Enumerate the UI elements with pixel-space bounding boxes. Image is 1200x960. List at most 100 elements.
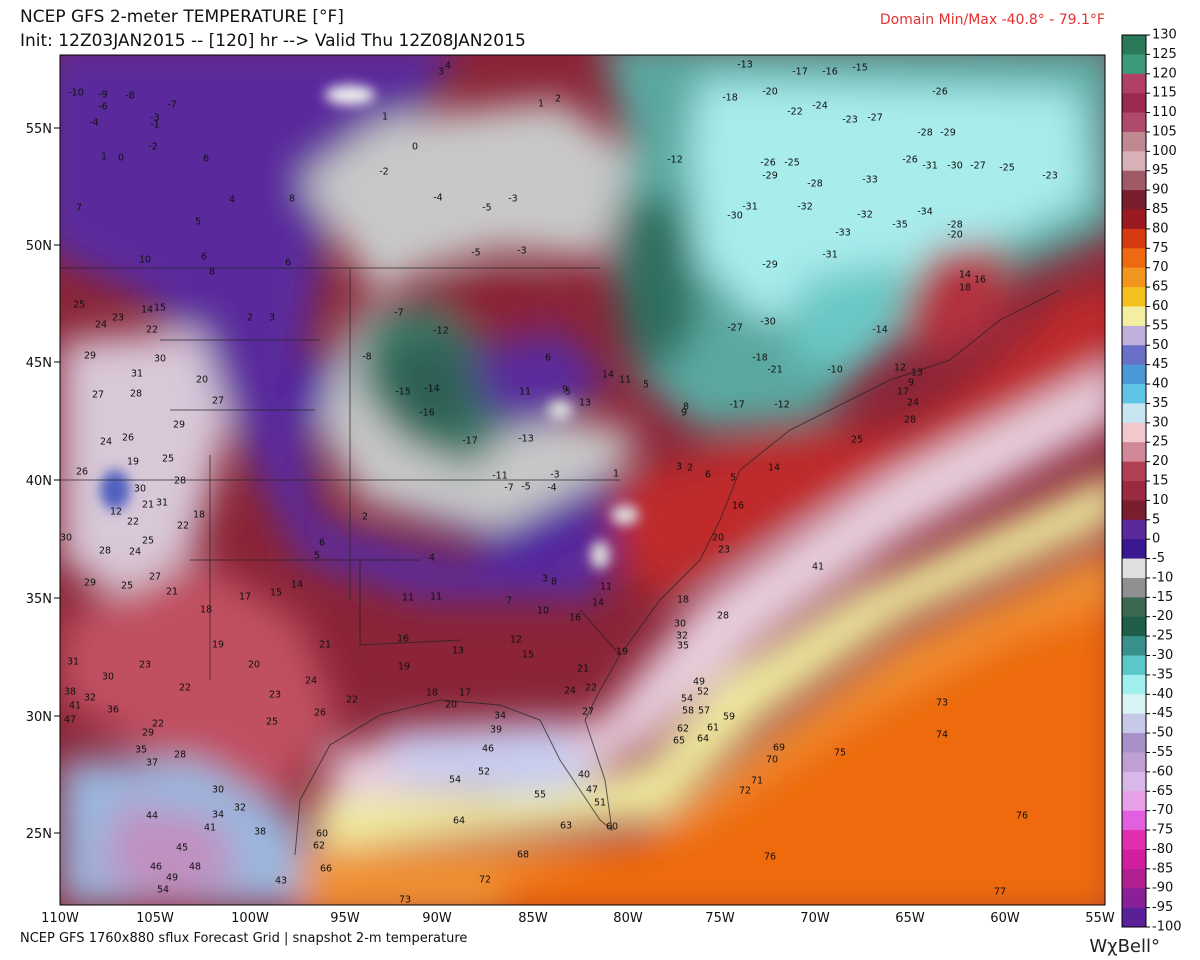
temp-label: 23 (139, 660, 151, 671)
colorbar-label: 105 (1152, 124, 1177, 139)
temp-label: 14 (768, 463, 780, 474)
temp-label: -27 (727, 323, 743, 334)
temp-label: 59 (723, 712, 735, 723)
colorbar-band (1122, 267, 1146, 288)
colorbar-band (1122, 849, 1146, 870)
temp-label: 72 (479, 875, 491, 886)
temp-label: 74 (936, 730, 948, 741)
temp-label: 69 (773, 743, 785, 754)
lat-label: 30N (26, 710, 52, 725)
temp-label: 28 (717, 611, 729, 622)
temp-label: -27 (867, 113, 883, 124)
temp-label: 49 (166, 873, 178, 884)
colorbar-label: 65 (1152, 280, 1169, 295)
temp-label: 2 (362, 512, 368, 523)
colorbar-band (1122, 674, 1146, 695)
colorbar-band (1122, 364, 1146, 385)
colorbar-band (1122, 771, 1146, 792)
temp-label: 27 (582, 707, 594, 718)
temp-label: 12 (894, 363, 906, 374)
temp-label: 16 (569, 613, 581, 624)
colorbar-label: -35 (1152, 667, 1173, 682)
map-field (60, 55, 1105, 905)
temp-label: 11 (600, 582, 612, 593)
temp-label: -17 (462, 436, 478, 447)
colorbar-label: 55 (1152, 318, 1169, 333)
colorbar-band (1122, 636, 1146, 657)
colorbar-band (1122, 500, 1146, 521)
temp-label: -20 (762, 87, 778, 98)
temp-label: 22 (152, 719, 164, 730)
temp-label: -16 (822, 67, 838, 78)
temp-label: 25 (266, 717, 278, 728)
colorbar-band (1122, 888, 1146, 909)
temp-label: -34 (917, 207, 933, 218)
temp-label: 76 (764, 852, 776, 863)
temp-label: -10 (827, 365, 843, 376)
colorbar-band (1122, 209, 1146, 230)
colorbar-band (1122, 752, 1146, 773)
temp-label: -8 (362, 352, 371, 363)
colorbar-band (1122, 54, 1146, 75)
temp-label: 4 (429, 553, 435, 564)
colorbar-band (1122, 442, 1146, 463)
temp-label: 63 (560, 821, 572, 832)
axes: 110W 105W 100W 95W 90W 85W 80W 75W 70W 65W 60W 55W 5… (26, 122, 1115, 926)
temperature-labels: -13-17 -16 -15-18-20-22-24-26-23 -27-28 -29-… (60, 60, 1058, 906)
colorbar-label: -45 (1152, 706, 1173, 721)
lat-label: 55N (26, 122, 52, 137)
colorbar-label: -95 (1152, 900, 1173, 915)
init-line: Init: 12Z03JAN2015 -- [120] hr --> Valid… (20, 31, 526, 51)
temp-label: 14 (592, 598, 604, 609)
lon-label: 55W (1085, 911, 1115, 926)
temp-label: 39 (490, 725, 502, 736)
temp-label: 12 (510, 635, 522, 646)
temp-label: -17 (792, 67, 808, 78)
temp-label: 10 (139, 255, 151, 266)
colorbar-band (1122, 577, 1146, 598)
temp-label: -32 (797, 202, 813, 213)
temp-label: 13 (911, 368, 923, 379)
temp-label: 47 (586, 785, 598, 796)
temp-label: 19 (616, 647, 628, 658)
temp-label: 68 (517, 850, 529, 861)
temp-label: 5 (643, 380, 649, 391)
colorbar-band (1122, 384, 1146, 404)
temp-label: -30 (760, 317, 776, 328)
temp-label: 26 (76, 467, 88, 478)
lat-label: 50N (26, 239, 52, 254)
colorbar-band (1122, 325, 1146, 346)
lon-label: 65W (895, 911, 925, 926)
lon-label: 85W (518, 911, 548, 926)
colorbar-band (1122, 306, 1146, 327)
temp-label: 22 (585, 683, 597, 694)
temp-label: 65 (673, 736, 685, 747)
colorbar-band (1122, 190, 1146, 211)
colorbar-label: 45 (1152, 357, 1169, 372)
lon-label: 95W (330, 911, 360, 926)
temp-label: -12 (774, 400, 790, 411)
temp-label: 8 (551, 577, 557, 588)
temp-label: 21 (166, 587, 178, 598)
temp-label: 0 (412, 142, 418, 153)
temp-label: 41 (204, 823, 216, 834)
temp-label: -3 (150, 113, 159, 124)
temp-label: 26 (122, 433, 134, 444)
temp-label: 14 (959, 270, 971, 281)
temp-label: -7 (394, 308, 403, 319)
temp-label: 35 (677, 641, 689, 652)
temp-label: 20 (196, 375, 208, 386)
temp-label: 14 (602, 370, 614, 381)
temp-label: 17 (459, 688, 471, 699)
temp-label: 44 (146, 811, 158, 822)
temp-label: 31 (131, 369, 143, 380)
temp-label: 64 (697, 734, 709, 745)
temp-label: 16 (397, 634, 409, 645)
temp-label: -5 (521, 482, 530, 493)
lon-label: 80W (613, 911, 643, 926)
temp-label: 31 (67, 657, 79, 668)
temp-label: 28 (174, 750, 186, 761)
temp-label: 13 (452, 646, 464, 657)
colorbar-label: -50 (1152, 726, 1173, 741)
